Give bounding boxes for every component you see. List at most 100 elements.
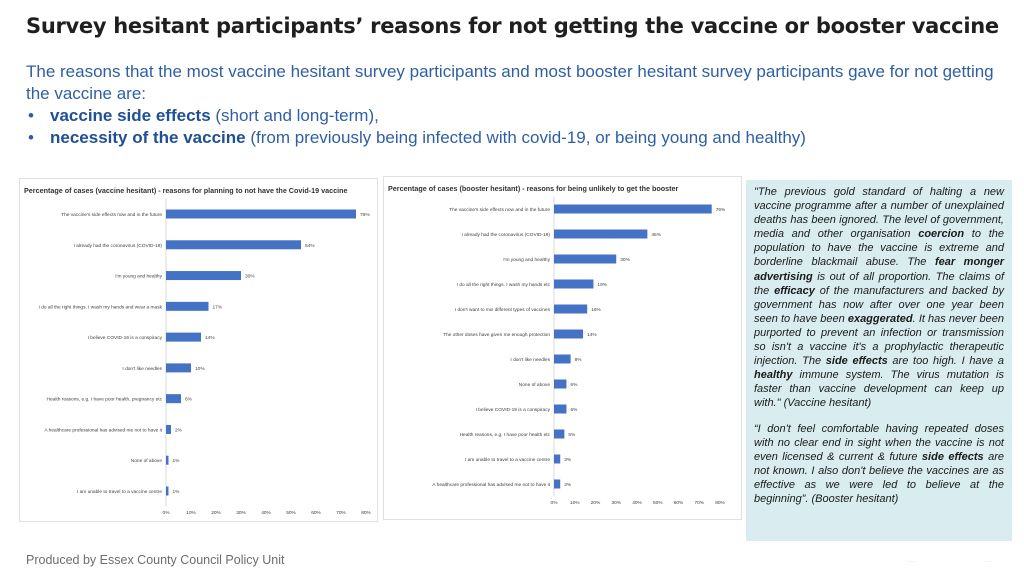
bar-value-label: 76% xyxy=(716,207,726,213)
category-label: Health reasons, e.g. I have poor health … xyxy=(460,432,551,438)
bar-value-label: 3% xyxy=(564,482,572,488)
booster-hesitant-chart-panel: Percentage of cases (booster hesitant) -… xyxy=(383,176,742,520)
bar xyxy=(554,404,567,414)
category-label: I don't like needles xyxy=(510,357,550,363)
bar-value-label: 6% xyxy=(570,382,578,388)
bar xyxy=(166,240,301,250)
category-label: I do all the right things. I wash my han… xyxy=(457,282,551,288)
x-tick-label: 50% xyxy=(653,500,663,506)
x-tick-label: 70% xyxy=(694,500,704,506)
x-tick-label: 30% xyxy=(611,500,621,506)
category-label: I believe COVID-19 is a conspiracy xyxy=(476,407,551,413)
bullet-rest-text: (short and long-term), xyxy=(210,106,379,125)
bullet-rest-text: (from previously being infected with cov… xyxy=(245,128,806,147)
bar-value-label: 54% xyxy=(305,243,315,249)
category-label: The other doses have given me enough pro… xyxy=(443,332,550,338)
quote-text: is out of all proportion. The claims of … xyxy=(754,270,1004,297)
bar xyxy=(554,304,588,314)
participant-quotes-box: "The previous gold standard of halting a… xyxy=(746,180,1012,541)
vaccine-hesitant-quote: "The previous gold standard of halting a… xyxy=(754,185,1004,411)
bar xyxy=(554,454,561,464)
bar-value-label: 16% xyxy=(591,307,601,313)
footer-credit: Produced by Essex County Council Policy … xyxy=(26,553,285,567)
category-label: I already had the coronavirus (COVID-19) xyxy=(461,232,550,238)
quote-text: immune system. The virus mutation is fas… xyxy=(754,369,1004,410)
bar xyxy=(166,455,169,465)
vaccine-hesitant-bar-chart: Percentage of cases (vaccine hesitant) -… xyxy=(24,186,372,516)
quote-text: to the population to have the vaccine is… xyxy=(754,228,1004,269)
slide-number: · ·· xyxy=(986,559,993,565)
bar xyxy=(166,209,356,219)
bar-value-label: 76% xyxy=(360,212,370,218)
bar-value-label: 1% xyxy=(173,458,181,464)
bar-value-label: 2% xyxy=(175,427,183,433)
bar-value-label: 6% xyxy=(185,397,193,403)
bar xyxy=(554,204,712,214)
chart-title: Percentage of cases (booster hesitant) -… xyxy=(388,184,679,193)
booster-hesitant-quote: “I don't feel comfortable having repeate… xyxy=(754,422,1004,507)
quote-emphasis: side effects xyxy=(825,355,888,368)
quote-text: . It has never been purported to prevent… xyxy=(754,312,1004,368)
bar xyxy=(554,229,648,239)
quote-text: of the manufacturers and backed by gover… xyxy=(754,284,1004,325)
bar-value-label: 10% xyxy=(195,366,205,372)
quote-emphasis: side effects xyxy=(921,450,984,463)
bar-value-label: 45% xyxy=(651,232,661,238)
x-tick-label: 10% xyxy=(186,510,196,516)
quote-text: are too high. I have a xyxy=(887,355,1004,368)
bullet-bold-text: necessity of the vaccine xyxy=(50,128,246,147)
bar xyxy=(166,363,191,373)
bar-value-label: 1% xyxy=(173,489,181,495)
bar xyxy=(166,424,171,434)
quote-emphasis: healthy xyxy=(754,369,793,382)
x-tick-label: 20% xyxy=(591,500,601,506)
quote-text: “I don't feel comfortable having repeate… xyxy=(754,422,1004,463)
category-label: The vaccine's side effects now and in th… xyxy=(61,212,162,218)
bar-value-label: 19% xyxy=(597,282,607,288)
bar-value-label: 6% xyxy=(570,407,578,413)
quote-emphasis: fear monger advertising xyxy=(754,256,1004,283)
intro-paragraph: The reasons that the most vaccine hesita… xyxy=(26,62,994,103)
booster-hesitant-bar-chart: Percentage of cases (booster hesitant) -… xyxy=(388,184,726,506)
bar xyxy=(166,271,241,281)
x-tick-label: 0% xyxy=(551,500,559,506)
category-label: The vaccine's side effects now and in th… xyxy=(449,207,550,213)
chart-title: Percentage of cases (vaccine hesitant) -… xyxy=(24,186,348,195)
category-label: I already had the coronavirus (COVID-19) xyxy=(73,243,162,249)
bar-value-label: 17% xyxy=(213,304,223,310)
bar xyxy=(166,486,169,496)
category-label: I'm young and healthy xyxy=(115,274,162,280)
category-label: A healthcare professional has advised me… xyxy=(432,482,550,488)
bar xyxy=(554,429,565,439)
intro-bullet-necessity: necessity of the vaccine (from previousl… xyxy=(26,127,1011,149)
x-tick-label: 30% xyxy=(236,510,246,516)
category-label: I am unable to travel to a vaccine centr… xyxy=(77,489,162,495)
quote-emphasis: coercion xyxy=(918,228,965,241)
category-label: A healthcare professional has advised me… xyxy=(44,427,162,433)
category-label: Health reasons, e.g. I have poor health,… xyxy=(47,397,163,403)
quote-text: "The previous gold standard of halting a… xyxy=(754,186,1004,241)
category-label: I don't want to mix different types of v… xyxy=(455,307,551,313)
category-label: None of above xyxy=(519,382,551,388)
x-tick-label: 60% xyxy=(674,500,684,506)
bar xyxy=(166,332,201,342)
x-tick-label: 80% xyxy=(361,510,371,516)
x-tick-label: 40% xyxy=(261,510,271,516)
bar xyxy=(166,394,181,404)
bar xyxy=(554,354,571,364)
category-label: I'm young and healthy xyxy=(503,257,550,263)
bar-value-label: 5% xyxy=(568,432,576,438)
bar xyxy=(554,254,617,264)
bar xyxy=(554,379,567,389)
category-label: None of above xyxy=(131,458,163,464)
intro-bullet-list: vaccine side effects (short and long-ter… xyxy=(26,105,1011,149)
quote-emphasis: exaggerated xyxy=(847,312,913,325)
vaccine-hesitant-chart-panel: Percentage of cases (vaccine hesitant) -… xyxy=(19,178,378,522)
bar-value-label: 30% xyxy=(245,274,255,280)
bar xyxy=(554,479,561,489)
intro-text-block: The reasons that the most vaccine hesita… xyxy=(26,61,1011,149)
x-tick-label: 40% xyxy=(632,500,642,506)
category-label: I believe COVID-19 is a conspiracy xyxy=(88,335,163,341)
bar-value-label: 8% xyxy=(575,357,583,363)
intro-bullet-side-effects: vaccine side effects (short and long-ter… xyxy=(26,105,1011,127)
